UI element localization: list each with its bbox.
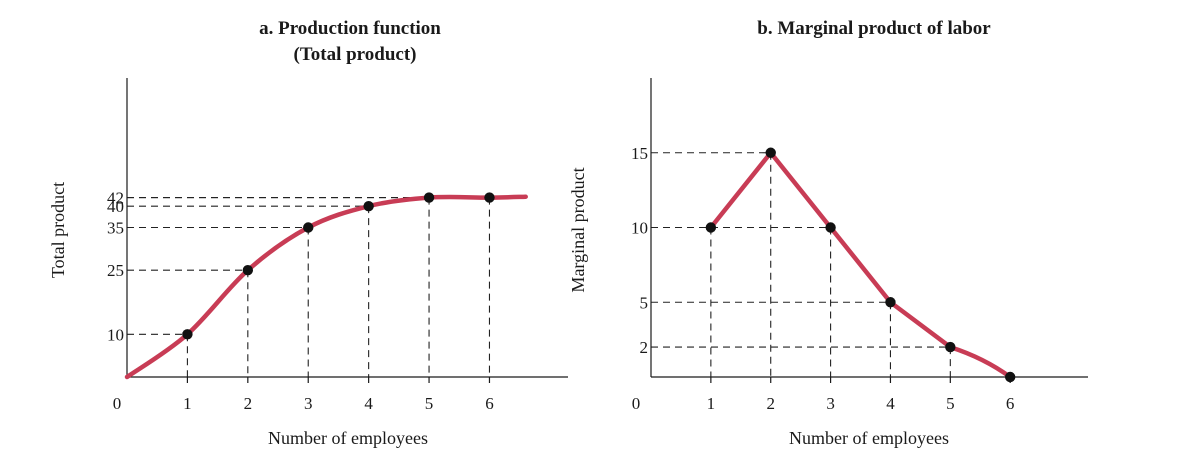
panel-a-y-axis-label: Total product	[48, 182, 68, 278]
panel-b-ticks: 1 2 3 4 5 6 2 5 10 15	[631, 144, 1014, 413]
panel-a-origin-label: 0	[113, 394, 122, 413]
data-point	[484, 192, 495, 203]
x-tick-label: 4	[364, 394, 373, 413]
x-tick-label: 6	[485, 394, 494, 413]
y-tick-label: 35	[107, 219, 124, 238]
panel-b-points	[705, 147, 1016, 383]
y-tick-label: 15	[631, 144, 648, 163]
panel-a-points	[182, 192, 495, 340]
panel-b-x-axis-label: Number of employees	[789, 428, 949, 448]
data-point	[1004, 371, 1016, 383]
y-tick-label: 10	[107, 325, 124, 344]
panel-b-origin-label: 0	[632, 394, 641, 413]
x-tick-label: 1	[707, 394, 716, 413]
panel-b-marginal-product-line	[708, 150, 1013, 380]
data-point	[303, 222, 314, 233]
data-point	[765, 147, 776, 158]
x-tick-label: 6	[1006, 394, 1015, 413]
y-tick-label: 10	[631, 219, 648, 238]
y-tick-label: 25	[107, 261, 124, 280]
panel-a-total-product: a. Production function (Total product) T…	[48, 18, 568, 448]
data-point	[705, 222, 717, 233]
panel-a-guide-lines	[127, 197, 491, 377]
x-tick-label: 1	[183, 394, 192, 413]
data-point	[825, 222, 836, 233]
x-tick-label: 5	[425, 394, 434, 413]
x-tick-label: 2	[244, 394, 253, 413]
x-tick-label: 2	[766, 394, 775, 413]
y-tick-label: 40	[107, 197, 124, 216]
panel-a-x-axis-label: Number of employees	[268, 428, 428, 448]
x-tick-label: 3	[304, 394, 313, 413]
y-tick-label: 5	[640, 293, 649, 312]
panel-a-total-product-curve	[124, 194, 528, 380]
panel-b-guide-lines	[651, 152, 951, 377]
data-point	[423, 192, 435, 203]
data-point	[885, 297, 896, 308]
x-tick-label: 4	[886, 394, 895, 413]
data-point	[182, 329, 193, 340]
data-point	[945, 341, 956, 353]
y-tick-label: 2	[640, 338, 649, 357]
panel-a-title-line1: a. Production function	[259, 18, 441, 39]
panel-b-title: b. Marginal product of labor	[757, 18, 991, 39]
panel-b-y-axis-label: Marginal product	[568, 167, 588, 292]
x-tick-label: 3	[826, 394, 835, 413]
y-tick-label: 42	[107, 189, 124, 208]
data-point	[242, 265, 254, 276]
panel-b-marginal-product: b. Marginal product of labor Marginal pr…	[568, 18, 1088, 448]
panel-a-title-line2: (Total product)	[294, 44, 417, 65]
data-point	[363, 200, 374, 212]
x-tick-label: 5	[946, 394, 955, 413]
